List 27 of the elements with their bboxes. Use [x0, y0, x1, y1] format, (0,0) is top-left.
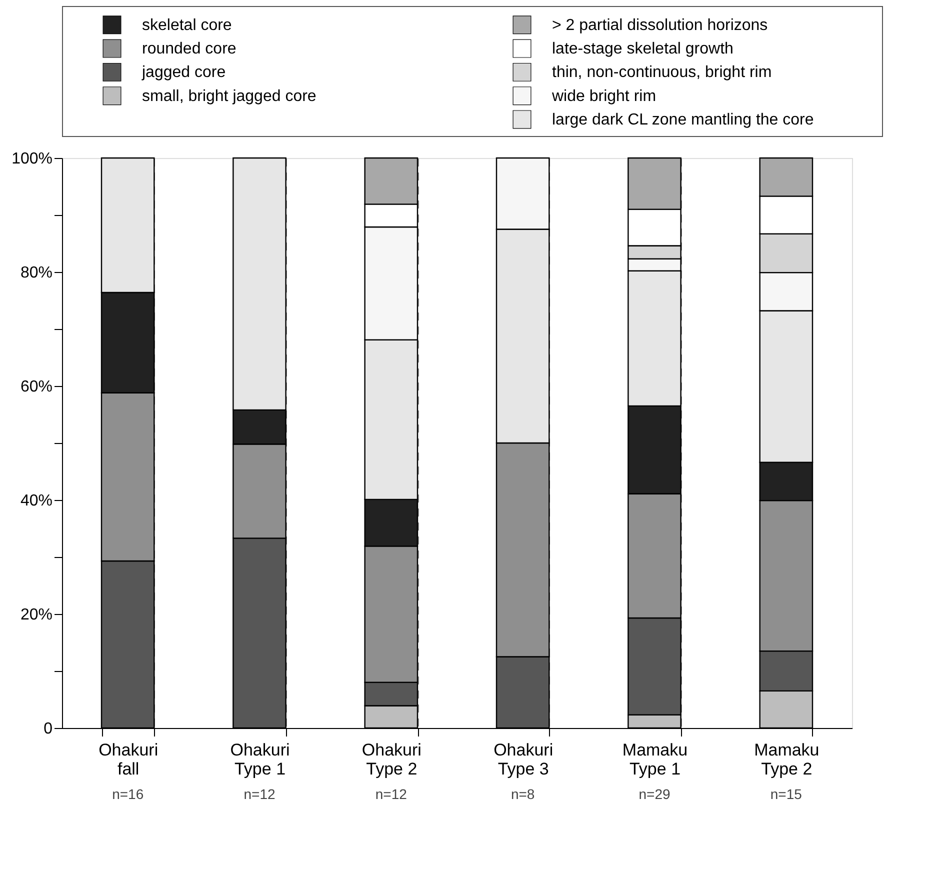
legend-label: jagged core — [141, 64, 226, 82]
text: n=12 — [375, 786, 408, 802]
x-tick-label: Ohakuri Type 1 — [230, 740, 290, 778]
legend-label: large dark CL zone mantling the core — [552, 111, 814, 128]
text: n=16 — [112, 786, 144, 802]
y-tick-label: 20% — [20, 606, 52, 624]
legend-label: late-stage skeletal growth — [552, 40, 734, 58]
legend-label: rounded core — [142, 40, 236, 58]
text: n=12 — [244, 786, 276, 802]
legend-label: thin, non-continuous, bright rim — [552, 64, 772, 82]
x-tick-label: Ohakuri fall — [98, 740, 158, 778]
y-tick-label: 60% — [20, 378, 52, 396]
legend-label: skeletal core — [142, 16, 232, 34]
y-tick-label: 80% — [20, 264, 52, 282]
text: n=15 — [770, 786, 802, 802]
legend-label: > 2 partial dissolution horizons — [552, 16, 768, 34]
legend-label: small, bright jagged core — [142, 88, 316, 105]
text: n=29 — [638, 786, 670, 802]
y-tick-label: 0 — [44, 720, 53, 738]
x-tick-label: Ohakuri Type 2 — [362, 740, 422, 778]
text: n=8 — [510, 786, 535, 802]
legend-label: wide bright rim — [551, 88, 656, 105]
y-tick-label: 40% — [20, 492, 52, 510]
x-tick-label: Ohakuri Type 3 — [494, 740, 554, 778]
y-tick-label: 100% — [12, 150, 52, 168]
x-tick-label: Mamaku Type 1 — [622, 740, 688, 778]
x-tick-label: Mamaku Type 2 — [754, 740, 820, 778]
